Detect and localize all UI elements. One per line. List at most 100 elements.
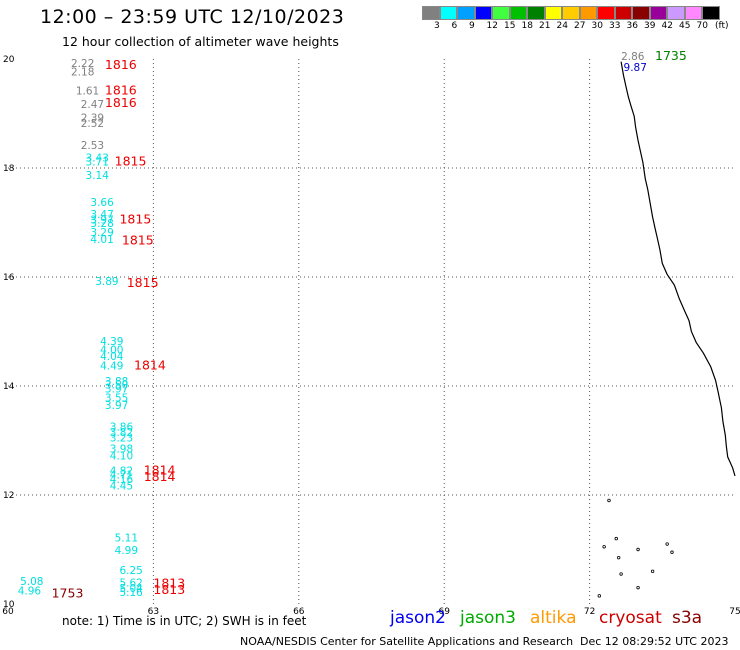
swh-value: 3.55: [105, 392, 128, 404]
swh-value: 4.99: [115, 545, 138, 557]
color-scale-label: 15: [504, 21, 516, 31]
swh-value: 3.97: [105, 384, 128, 396]
color-swatch: [702, 6, 720, 20]
pass-time-label: 1816: [105, 95, 137, 110]
color-swatch: [422, 6, 440, 20]
swh-value: 2.39: [81, 113, 104, 125]
swh-value: 3.50: [105, 380, 128, 392]
color-scale-label: 24: [556, 21, 568, 31]
color-swatch: [667, 6, 685, 20]
pass-time-label: 1814: [144, 469, 176, 484]
island: [636, 585, 640, 590]
swh-value: 4.04: [100, 351, 124, 363]
color-scale-labels: 3 6 9 12 15 18 21 24 27 30 33 36 39 42 45 70 (ft): [422, 21, 740, 33]
swh-value: 6.25: [119, 565, 142, 577]
pass-time-label: 1814: [134, 358, 166, 373]
swh-value: 4.01: [90, 234, 113, 246]
color-scale-label: 39: [644, 21, 656, 31]
swh-value: 3.97: [90, 215, 113, 227]
pass-time-label: 1814: [144, 462, 176, 477]
y-tick-label: 16: [3, 273, 15, 283]
footer-credit: NOAA/NESDIS Center for Satellite Applica…: [240, 635, 574, 648]
swh-value: 9.87: [624, 62, 647, 74]
island: [665, 542, 669, 546]
swh-value: 3.23: [110, 433, 133, 445]
island: [614, 536, 618, 541]
color-swatch: [527, 6, 545, 20]
pass-time-label: 1815: [127, 275, 159, 290]
color-scale-label: 45: [679, 21, 691, 31]
color-scale-label: 9: [469, 21, 475, 31]
island: [650, 569, 655, 573]
color-scale-label: 30: [591, 21, 603, 31]
swh-value: 3.89: [95, 276, 118, 288]
x-tick-label: 63: [148, 607, 159, 617]
legend-cryosat: cryosat: [599, 608, 662, 628]
swh-value: 1.61: [76, 85, 99, 97]
y-tick-label: 14: [3, 382, 15, 392]
swh-value: 3.86: [110, 422, 134, 434]
swh-value: 4.10: [110, 451, 133, 463]
legend-altika: altika: [530, 608, 577, 628]
swh-value: 3.43: [86, 152, 109, 164]
island: [616, 555, 621, 560]
legend-s3a: s3a: [672, 608, 703, 628]
island: [602, 545, 606, 549]
island: [607, 498, 611, 503]
color-scale-label: 12: [486, 21, 498, 31]
pass-time-label: 1816: [105, 82, 137, 97]
y-tick-label: 10: [3, 600, 15, 610]
color-scale-label: 70: [696, 21, 708, 31]
y-tick-label: 18: [3, 164, 15, 174]
island: [636, 547, 640, 552]
swh-value: 3.88: [105, 376, 128, 388]
pass-time-label: 1815: [119, 212, 151, 227]
y-tick-label: 12: [3, 491, 14, 501]
color-swatch: [579, 6, 597, 20]
pass-time-label: 1815: [115, 153, 147, 168]
color-scale-label: 3: [434, 21, 440, 31]
color-scale-label: 36: [626, 21, 638, 31]
swh-value: 5.62: [119, 578, 142, 590]
swh-value: 5.11: [115, 532, 138, 544]
footer-note: note: 1) Time is in UTC; 2) SWH is in fe…: [62, 614, 307, 628]
color-swatch: [439, 6, 457, 20]
color-scale-label: 42: [661, 21, 673, 31]
swh-value: 3.82: [110, 427, 133, 439]
pass-time-label: 1735: [655, 48, 687, 63]
swh-value: 2.18: [71, 66, 94, 78]
swh-value: 3.66: [90, 197, 114, 209]
swh-value: 4.82: [110, 465, 133, 477]
swh-value: 5.08: [20, 576, 43, 588]
color-scale-label: 18: [521, 21, 533, 31]
swh-value: 5.16: [119, 587, 143, 599]
x-tick-label: 69: [438, 607, 450, 617]
color-scale-label: (ft): [715, 21, 729, 31]
swh-value: 4.45: [110, 481, 133, 493]
color-scale-label: 33: [609, 21, 621, 31]
y-tick-label: 20: [3, 55, 15, 65]
x-tick-label: 66: [293, 607, 305, 617]
swh-value: 4.16: [110, 474, 134, 486]
pass-time-label: 1815: [122, 232, 154, 247]
color-swatch: [562, 6, 580, 20]
color-swatch: [614, 6, 632, 20]
swh-value: 4.39: [100, 336, 123, 348]
pass-time-label: 1813: [153, 582, 185, 597]
swh-value: 5.04: [119, 583, 143, 595]
color-swatch: [649, 6, 667, 20]
island: [597, 594, 601, 598]
swh-value: 3.29: [90, 227, 113, 239]
color-swatch: [597, 6, 615, 20]
color-swatch: [474, 6, 492, 20]
swh-value: 2.47: [81, 99, 104, 111]
x-tick-label: 60: [2, 607, 14, 617]
x-tick-label: 75: [729, 607, 740, 617]
coastline: [620, 61, 736, 477]
map-title: 12:00 – 23:59 UTC 12/10/2023: [40, 6, 345, 28]
color-scale: [422, 6, 720, 20]
swh-value: 3.97: [105, 400, 128, 412]
color-swatch: [544, 6, 562, 20]
color-swatch: [457, 6, 475, 20]
